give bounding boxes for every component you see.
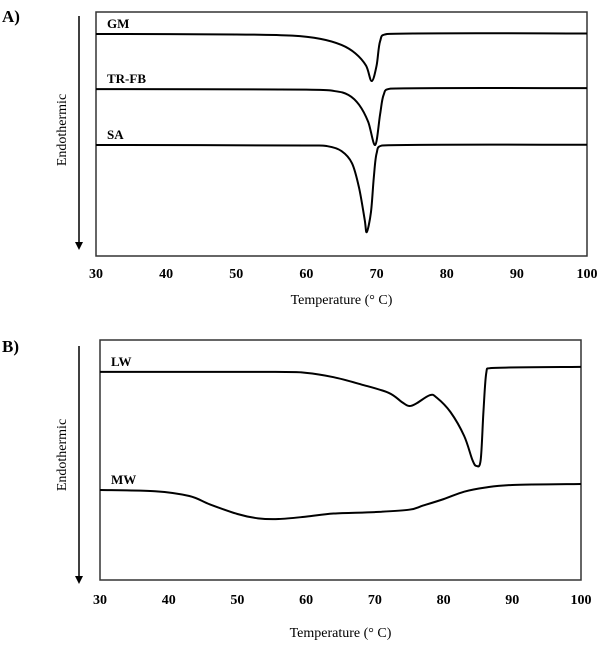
panel-1-x-axis-label: Temperature (° C) bbox=[290, 626, 392, 641]
panel-1-x-tick-label: 90 bbox=[505, 593, 519, 608]
panel-1-y-axis-label: Endothermic bbox=[55, 419, 70, 491]
panel-0-x-tick-label: 60 bbox=[299, 267, 313, 282]
panel-0-x-tick-label: 100 bbox=[577, 267, 598, 282]
panel-0-series-line-tr-fb bbox=[95, 86, 588, 146]
panel-1-x-tick-label: 30 bbox=[93, 593, 107, 608]
panel-1-panel-label: B) bbox=[2, 337, 19, 356]
panel-1-plot-frame bbox=[99, 339, 582, 581]
panel-0-arrow-head-icon bbox=[75, 242, 83, 250]
panel-1-arrow-head-icon bbox=[75, 576, 83, 584]
panel-0-x-tick-label: 90 bbox=[510, 267, 524, 282]
panel-0-series-line-sa bbox=[95, 143, 588, 234]
panel-0-series-label-sa: SA bbox=[107, 127, 124, 142]
panel-0-x-tick-label: 30 bbox=[89, 267, 103, 282]
panel-0-y-axis-label: Endothermic bbox=[55, 94, 70, 166]
panel-0-x-tick-label: 40 bbox=[159, 267, 173, 282]
panel-0-x-tick-label: 70 bbox=[370, 267, 384, 282]
panel-1-series-label-lw: LW bbox=[111, 354, 131, 369]
panel-0-series-label-tr-fb: TR-FB bbox=[107, 71, 146, 86]
panel-0-series-label-gm: GM bbox=[107, 16, 129, 31]
panel-1-x-tick-label: 70 bbox=[368, 593, 382, 608]
panel-0-panel-label: A) bbox=[2, 7, 20, 26]
panel-0-x-axis-label: Temperature (° C) bbox=[291, 293, 393, 308]
panel-0-x-tick-label: 80 bbox=[440, 267, 454, 282]
panel-1-series-line-mw bbox=[99, 483, 582, 521]
panel-1-series-label-mw: MW bbox=[111, 472, 136, 487]
panel-1-x-tick-label: 60 bbox=[299, 593, 313, 608]
panel-1-x-tick-label: 80 bbox=[437, 593, 451, 608]
panel-1-x-tick-label: 50 bbox=[230, 593, 244, 608]
panel-0-plot-frame bbox=[95, 11, 588, 257]
panel-1-x-tick-label: 40 bbox=[162, 593, 176, 608]
panel-0-x-tick-label: 50 bbox=[229, 267, 243, 282]
panel-1-series-line-lw bbox=[99, 365, 582, 468]
panel-0-series-line-gm bbox=[95, 32, 588, 83]
panel-1-x-tick-label: 100 bbox=[571, 593, 592, 608]
